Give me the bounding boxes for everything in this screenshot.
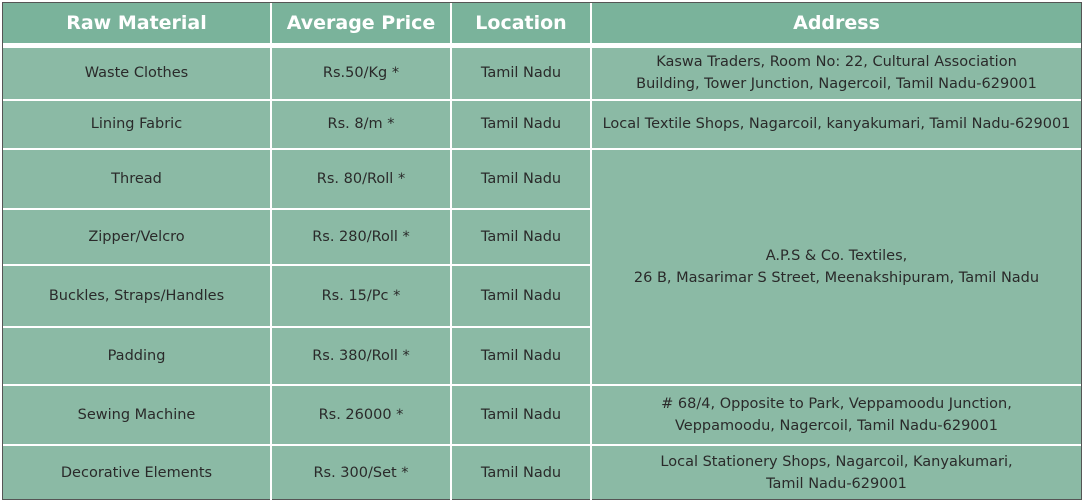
- table-row: Lining Fabric Rs. 8/m * Tamil Nadu Local Te…: [3, 98, 1081, 150]
- material-cell: Lining Fabric: [3, 98, 272, 150]
- address-line: A.P.S & Co. Textiles,: [765, 247, 908, 264]
- price-cell: Rs. 26000 *: [270, 383, 452, 446]
- location-cell: Tamil Nadu: [450, 98, 592, 150]
- price-cell: Rs. 380/Roll *: [270, 325, 452, 386]
- material-cell: Waste Clothes: [3, 44, 272, 101]
- header-cell: Location: [450, 3, 592, 48]
- price-cell: Rs. 280/Roll *: [270, 207, 452, 266]
- material-cell: Decorative Elements: [3, 443, 272, 501]
- material-cell: Padding: [3, 325, 272, 386]
- material-cell: Buckles, Straps/Handles: [3, 263, 272, 328]
- address-cell: # 68/4, Opposite to Park, Veppamoodu Jun…: [590, 383, 1081, 446]
- location-cell: Tamil Nadu: [450, 443, 592, 501]
- table-row: Sewing Machine Rs. 26000 * Tamil Nadu # 68/…: [3, 383, 1081, 446]
- table-body: Waste Clothes Rs.50/Kg * Tamil Nadu Kaswa T…: [3, 44, 1081, 501]
- material-cell: Thread: [3, 147, 272, 210]
- table-row: Padding Rs. 380/Roll * Tamil Nadu: [3, 325, 1081, 386]
- address-cell: Kaswa Traders, Room No: 22, Cultural Ass…: [590, 44, 1081, 101]
- header-cell: Average Price: [270, 3, 452, 48]
- address-line: Veppamoodu, Nagercoil, Tamil Nadu-629001: [675, 417, 998, 434]
- address-cell: Local Textile Shops, Nagarcoil, kanyakum…: [590, 98, 1081, 150]
- table-row: Buckles, Straps/Handles Rs. 15/Pc * Tamil …: [3, 263, 1081, 328]
- price-cell: Rs.50/Kg *: [270, 44, 452, 101]
- price-cell: Rs. 300/Set *: [270, 443, 452, 501]
- material-cell: Zipper/Velcro: [3, 207, 272, 266]
- address-cell: A.P.S & Co. Textiles, 26 B, Masarimar S S…: [590, 147, 1081, 386]
- header-cell: Raw Material: [3, 3, 272, 48]
- price-cell: Rs. 80/Roll *: [270, 147, 452, 210]
- address-line: Tamil Nadu-629001: [766, 476, 907, 492]
- material-cell: Sewing Machine: [3, 383, 272, 446]
- location-cell: Tamil Nadu: [450, 207, 591, 266]
- header-row: Raw Material Average Price Location Address: [3, 3, 1081, 48]
- address-line: Building, Tower Junction, Nagercoil, Tam…: [636, 76, 1037, 93]
- location-cell: Tamil Nadu: [450, 325, 591, 386]
- address-line: Local Textile Shops, Nagarcoil, kanyakum…: [602, 116, 1071, 132]
- address-line: 26 B, Masarimar S Street, Meenakshipuram…: [633, 269, 1040, 286]
- table-row: Decorative Elements Rs. 300/Set * Tamil Na…: [3, 443, 1081, 501]
- address-line: # 68/4, Opposite to Park, Veppamoodu Jun…: [661, 395, 1012, 412]
- header-cell: Address: [590, 3, 1081, 48]
- location-cell: Tamil Nadu: [450, 147, 592, 210]
- price-cell: Rs. 8/m *: [270, 98, 452, 150]
- table-row: Thread Rs. 80/Roll * Tamil Nadu A.P.S & Co.…: [3, 147, 1081, 386]
- location-cell: Tamil Nadu: [450, 383, 592, 446]
- address-line: Local Stationery Shops, Nagarcoil, Kanya…: [660, 454, 1013, 470]
- table: Raw Material Average Price Location Address…: [3, 3, 1081, 501]
- location-cell: Tamil Nadu: [450, 263, 591, 328]
- price-cell: Rs. 15/Pc *: [270, 263, 452, 328]
- location-cell: Tamil Nadu: [450, 44, 592, 101]
- table-row: Zipper/Velcro Rs. 280/Roll * Tamil Nadu: [3, 207, 1081, 266]
- table-row: Waste Clothes Rs.50/Kg * Tamil Nadu Kaswa T…: [3, 44, 1081, 101]
- address-cell: Local Stationery Shops, Nagarcoil, Kanya…: [590, 443, 1081, 501]
- address-line: Kaswa Traders, Room No: 22, Cultural Ass…: [656, 54, 1017, 71]
